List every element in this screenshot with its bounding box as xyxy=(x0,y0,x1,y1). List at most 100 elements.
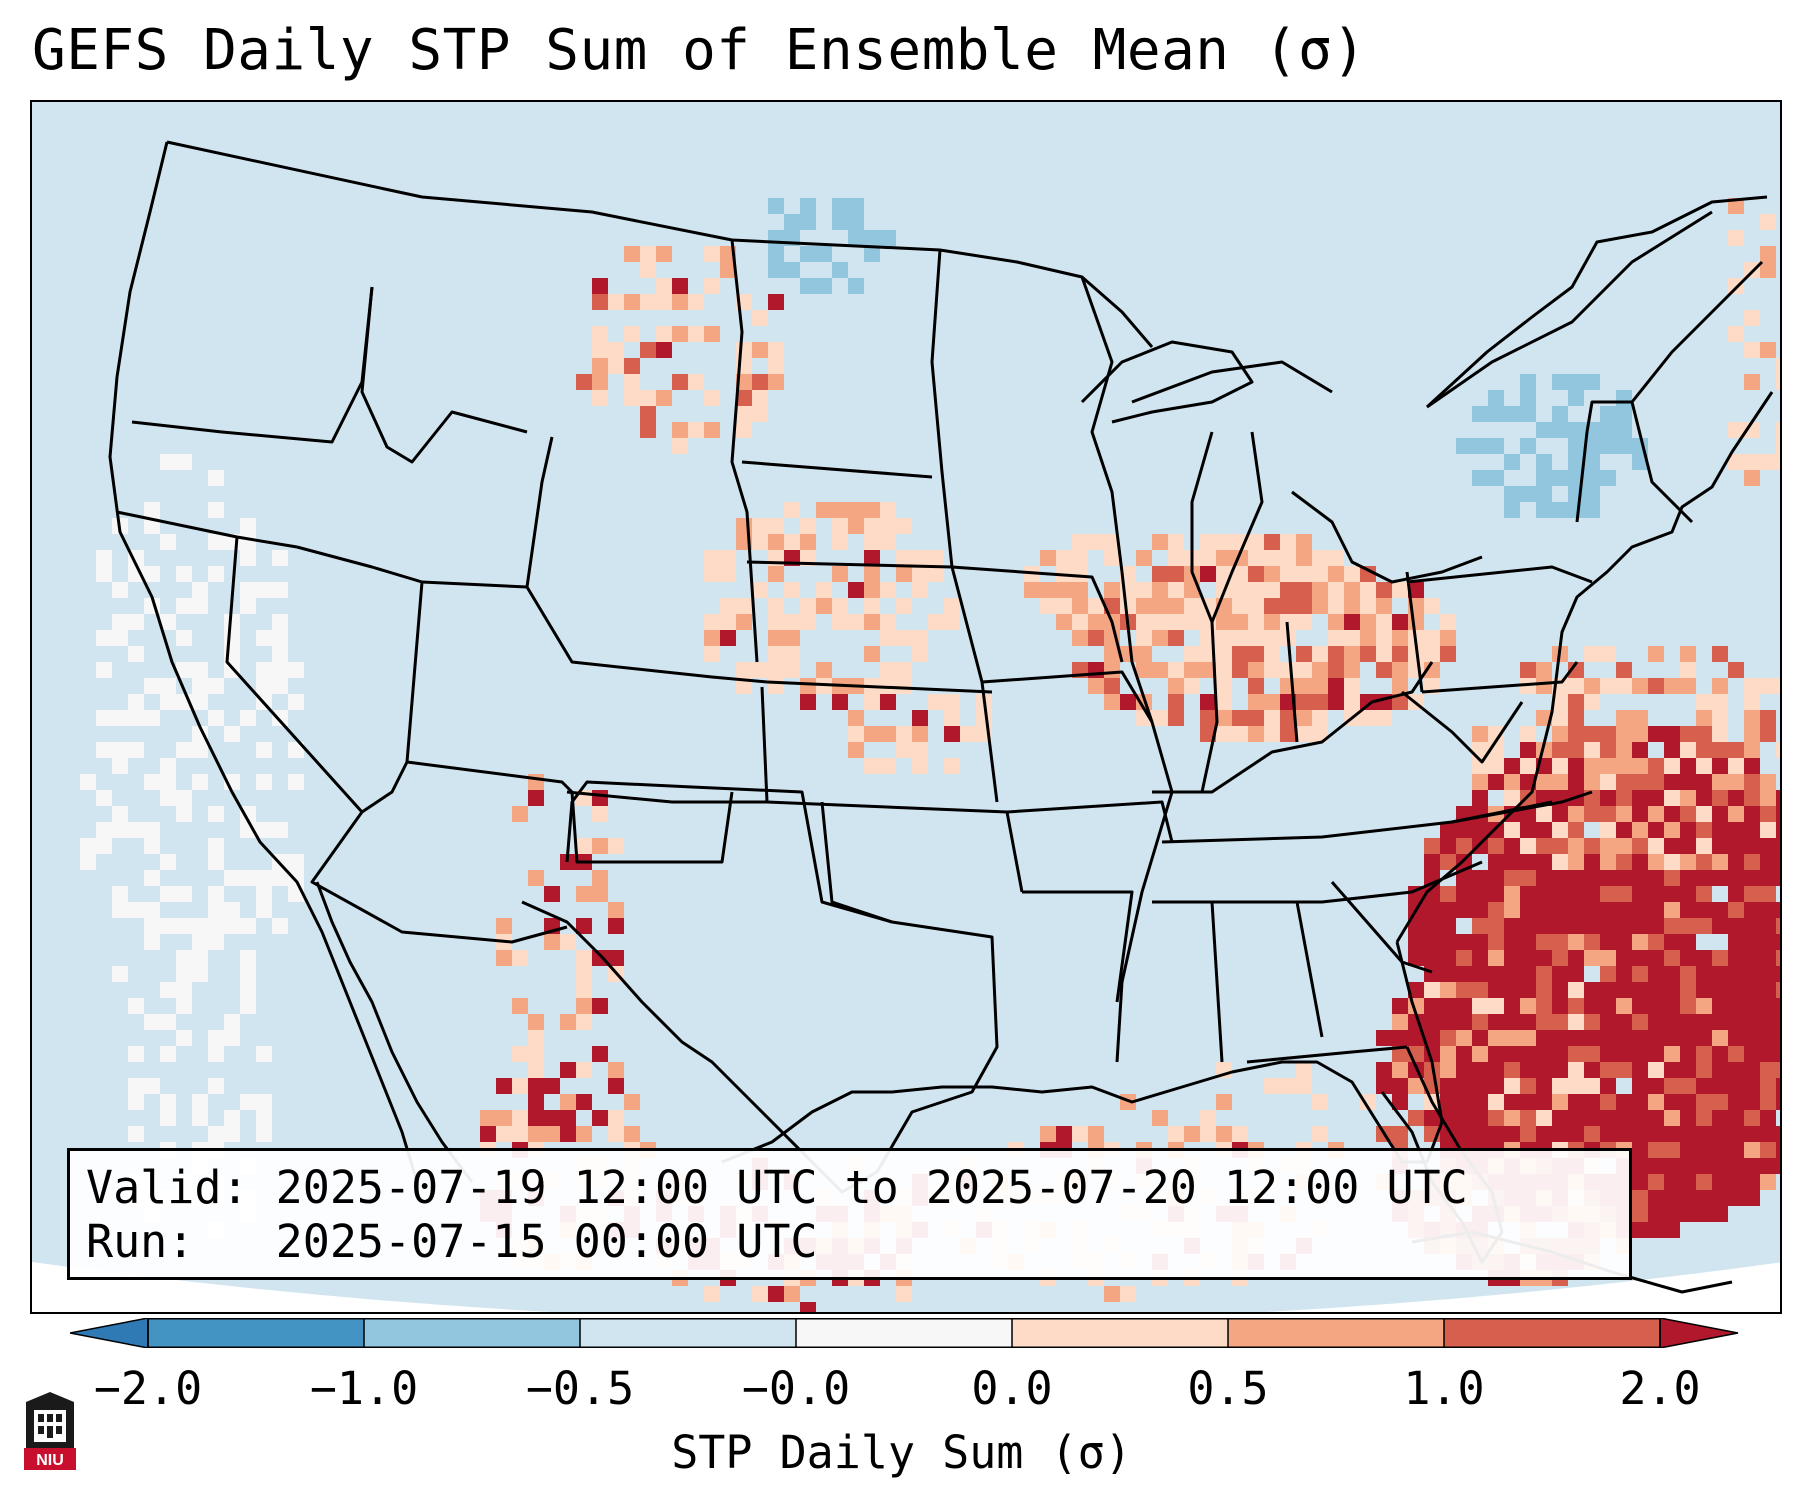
stp-cell xyxy=(1232,710,1248,726)
stp-cell xyxy=(1360,1094,1376,1110)
stp-cell xyxy=(144,518,160,534)
stp-cell xyxy=(1648,886,1664,902)
stp-cell xyxy=(784,534,800,550)
stp-cell xyxy=(1312,662,1328,678)
stp-cell xyxy=(1520,838,1536,854)
stp-cell xyxy=(1648,854,1664,870)
stp-cell xyxy=(1168,678,1184,694)
stp-cell xyxy=(1136,630,1152,646)
stp-cell xyxy=(192,918,208,934)
stp-cell xyxy=(1744,998,1760,1014)
stp-cell xyxy=(1632,838,1648,854)
stp-cell xyxy=(1584,438,1600,454)
stp-cell xyxy=(1248,678,1264,694)
stp-cell xyxy=(1376,1078,1392,1094)
stp-cell xyxy=(112,630,128,646)
stp-cell xyxy=(1744,918,1760,934)
stp-cell xyxy=(1760,902,1776,918)
us-canada-border-east xyxy=(1425,195,1768,409)
stp-cell xyxy=(96,742,112,758)
stp-cell xyxy=(1328,694,1344,710)
stp-cell xyxy=(576,998,592,1014)
new-england xyxy=(1575,400,1694,524)
stp-cell xyxy=(1280,534,1296,550)
stp-cell xyxy=(176,742,192,758)
stp-cell xyxy=(1216,534,1232,550)
stp-cell xyxy=(928,550,944,566)
stp-cell xyxy=(1664,790,1680,806)
stp-cell xyxy=(1632,1062,1648,1078)
stp-cell xyxy=(1216,1094,1232,1110)
stp-cell xyxy=(1744,1126,1760,1142)
stp-cell xyxy=(1568,438,1584,454)
stp-cell xyxy=(1552,838,1568,854)
stp-cell xyxy=(1504,998,1520,1014)
stp-cell xyxy=(1376,582,1392,598)
stp-cell xyxy=(1552,1046,1568,1062)
stp-cell xyxy=(928,566,944,582)
stp-cell xyxy=(1488,1110,1504,1126)
stp-cell xyxy=(1760,1014,1776,1030)
stp-cell xyxy=(112,966,128,982)
stp-cell xyxy=(1600,678,1616,694)
stp-cell xyxy=(1760,1046,1776,1062)
stp-cell xyxy=(1664,1014,1680,1030)
stp-cell xyxy=(1632,1046,1648,1062)
stp-cell xyxy=(144,918,160,934)
stp-cell xyxy=(128,902,144,918)
stp-cell xyxy=(1744,790,1760,806)
stp-cell xyxy=(1728,1046,1744,1062)
stp-cell xyxy=(1744,966,1760,982)
map-panel[interactable] xyxy=(30,100,1782,1314)
stp-cell xyxy=(1520,1110,1536,1126)
stp-cell xyxy=(1568,678,1584,694)
stp-cell xyxy=(1520,854,1536,870)
stp-cell xyxy=(1536,950,1552,966)
stp-cell xyxy=(128,1078,144,1094)
colorbar-tick-label: −0.0 xyxy=(741,1362,851,1415)
stp-cell xyxy=(1584,1110,1600,1126)
stp-cell xyxy=(1696,1014,1712,1030)
stp-cell xyxy=(1216,614,1232,630)
stp-cell xyxy=(1648,1222,1664,1238)
stp-cell xyxy=(192,950,208,966)
stp-cell xyxy=(208,566,224,582)
stp-cell xyxy=(1632,902,1648,918)
stp-cell xyxy=(672,422,688,438)
stp-cell xyxy=(1696,1206,1712,1222)
stp-cell xyxy=(1696,726,1712,742)
stp-cell xyxy=(944,758,960,774)
stp-cell xyxy=(896,1286,912,1302)
stp-cell xyxy=(176,966,192,982)
stp-cell xyxy=(1424,1110,1440,1126)
stp-cell xyxy=(1472,1046,1488,1062)
stp-cell xyxy=(704,566,720,582)
stp-cell xyxy=(656,326,672,342)
stp-cell xyxy=(1696,758,1712,774)
stp-cell xyxy=(1584,1030,1600,1046)
stp-cell xyxy=(1264,646,1280,662)
stp-cell xyxy=(880,582,896,598)
stp-cell xyxy=(1664,1126,1680,1142)
stp-cell xyxy=(272,630,288,646)
stp-cell xyxy=(1440,886,1456,902)
stp-cell xyxy=(208,502,224,518)
stp-cell xyxy=(1760,870,1776,886)
stp-cell xyxy=(1712,1014,1728,1030)
stp-cell xyxy=(1152,630,1168,646)
stp-cell xyxy=(752,582,768,598)
stp-cell xyxy=(1536,1062,1552,1078)
stp-cell xyxy=(1264,598,1280,614)
stp-cell xyxy=(1280,566,1296,582)
stp-cell xyxy=(768,342,784,358)
stp-cell xyxy=(864,550,880,566)
stp-cell xyxy=(1744,982,1760,998)
stp-cell xyxy=(1584,374,1600,390)
stp-cell xyxy=(624,1126,640,1142)
stp-cell xyxy=(1712,822,1728,838)
stp-cell xyxy=(528,1078,544,1094)
stp-cell xyxy=(1424,998,1440,1014)
stp-cell xyxy=(768,1286,784,1302)
stp-cell xyxy=(128,822,144,838)
gulf-coastline xyxy=(721,941,1444,1164)
